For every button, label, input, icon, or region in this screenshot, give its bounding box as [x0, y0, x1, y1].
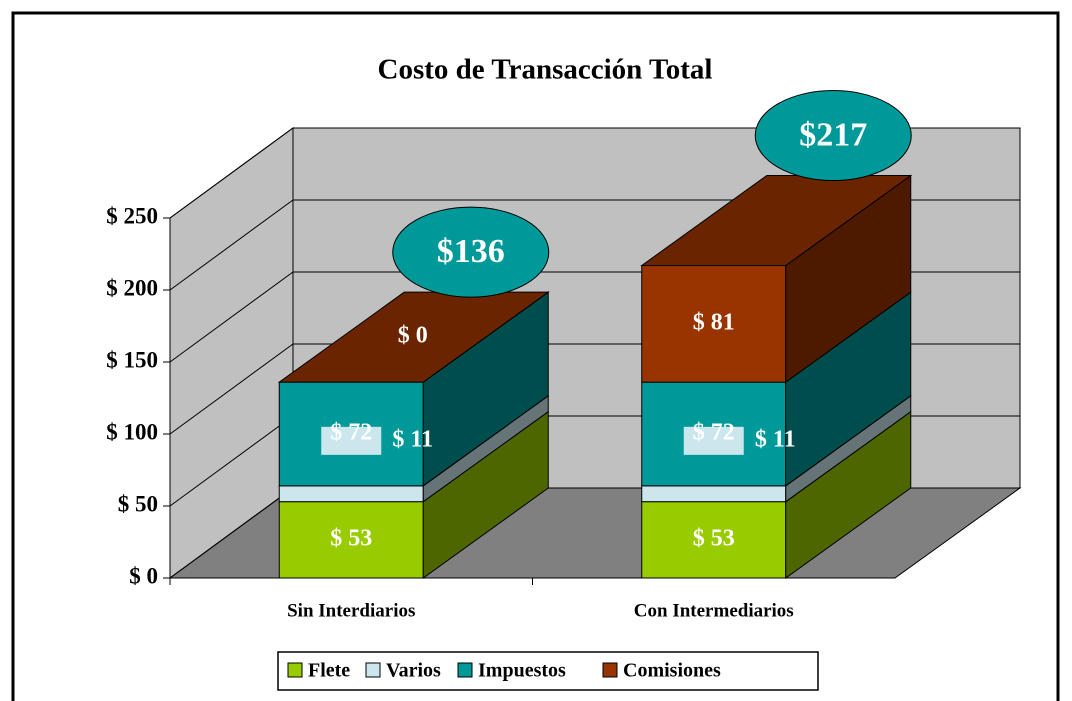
data-label: $ 11: [392, 426, 433, 452]
data-label: $ 53: [330, 525, 372, 551]
bar-segment: [278, 485, 424, 503]
data-label: $ 53: [693, 525, 735, 551]
y-tick-label: $ 100: [106, 419, 158, 444]
y-tick-label: $ 0: [129, 563, 158, 588]
data-label: $ 11: [755, 426, 796, 452]
chart-title: Costo de Transacción Total: [378, 54, 713, 86]
data-label: $ 0: [398, 323, 428, 349]
bar-top: [640, 175, 913, 267]
legend-swatch: [457, 662, 473, 678]
legend-label: Flete: [308, 660, 350, 682]
y-tick-label: $ 50: [118, 491, 158, 516]
y-tick-label: $ 200: [106, 275, 158, 300]
total-label: $136: [437, 233, 505, 270]
legend-swatch: [602, 662, 618, 678]
data-label: $ 72: [330, 420, 372, 446]
data-label: $ 72: [693, 420, 735, 446]
x-tick-label: Sin Interdiarios: [287, 600, 415, 621]
bar-segment: [641, 485, 787, 503]
legend-swatch: [365, 662, 381, 678]
legend-label: Impuestos: [478, 660, 566, 682]
total-label: $217: [799, 116, 867, 153]
y-tick-label: $ 150: [106, 347, 158, 372]
total-bubble: [392, 206, 550, 298]
legend-label: Comisiones: [623, 660, 721, 682]
legend-label: Varios: [386, 660, 441, 682]
x-tick-label: Con Intermediarios: [634, 600, 794, 621]
y-tick-label: $ 250: [106, 203, 158, 228]
bar-segment: [641, 501, 787, 579]
label-box: [683, 426, 744, 455]
label-box: [321, 426, 382, 455]
legend-swatch: [287, 662, 303, 678]
bar-top: [277, 291, 550, 383]
total-bubble: [754, 90, 912, 182]
data-label: $ 81: [693, 309, 735, 335]
